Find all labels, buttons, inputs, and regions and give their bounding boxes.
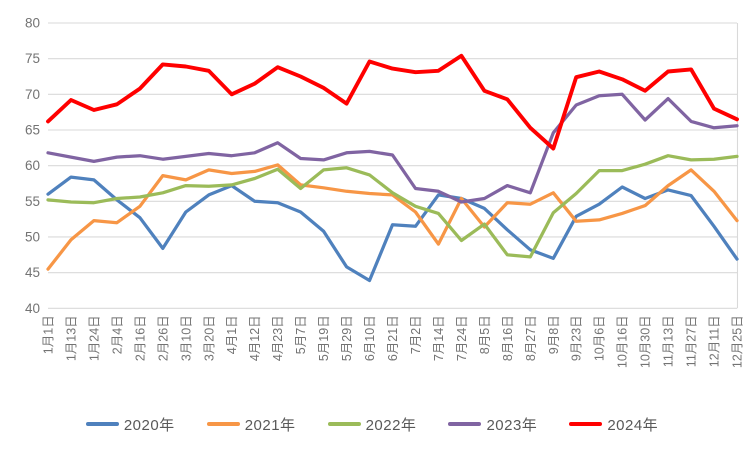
legend-label: 2023年 — [486, 416, 538, 434]
x-tick-label: 10月6日 — [593, 315, 607, 361]
x-tick-label: 8月27日 — [524, 315, 538, 361]
series-line-2020年 — [46, 175, 739, 283]
x-tick-label: 5月29日 — [340, 315, 354, 361]
legend-swatch-icon — [327, 422, 361, 426]
series-line-2022年 — [46, 154, 739, 259]
legend-item-2023年: 2023年 — [448, 414, 537, 435]
x-tick-label: 5月7日 — [294, 315, 308, 354]
x-tick-label: 6月21日 — [386, 315, 400, 361]
x-tick-label: 1月1日 — [42, 315, 56, 354]
series-line-2021年 — [46, 163, 739, 271]
x-tick-label: 2月16日 — [133, 315, 147, 361]
chart-legend: 2020年 2021年 2022年 2023年 2024年 — [0, 408, 744, 440]
y-axis-labels: 40 45 50 55 60 65 70 75 80 — [25, 16, 40, 316]
legend-swatch-icon — [448, 422, 482, 426]
x-tick-label: 1月13日 — [64, 315, 78, 361]
x-tick-label: 11月13日 — [662, 315, 676, 367]
x-tick-label: 4月12日 — [248, 315, 262, 361]
series-line-2023年 — [46, 92, 739, 204]
legend-label: 2024年 — [607, 416, 659, 434]
legend-swatch-icon — [206, 422, 240, 426]
gridlines — [48, 22, 739, 309]
x-tick-label: 3月10日 — [179, 315, 193, 361]
legend-swatch-icon — [85, 422, 119, 426]
legend-label: 2021年 — [244, 416, 296, 434]
y-tick-label: 55 — [25, 194, 40, 209]
x-tick-label: 9月8日 — [547, 315, 561, 354]
x-tick-label: 7月2日 — [409, 315, 423, 354]
x-tick-label: 2月4日 — [110, 315, 124, 354]
legend-item-2022年: 2022年 — [327, 414, 417, 435]
x-tick-label: 9月23日 — [570, 315, 584, 361]
x-axis-labels: 1月1日 1月13日 1月24日 2月4日 2月16日 2月26日 3月10日 3月20日 4月… — [42, 315, 744, 368]
y-tick-label: 65 — [25, 122, 40, 137]
y-tick-label: 45 — [25, 265, 40, 280]
x-tick-label: 6月10日 — [363, 315, 377, 361]
x-tick-label: 8月16日 — [501, 315, 515, 361]
x-tick-label: 10月16日 — [616, 315, 630, 368]
x-tick-label: 1月24日 — [87, 315, 101, 361]
legend-item-2024年: 2024年 — [569, 414, 658, 435]
x-tick-label: 5月19日 — [317, 315, 331, 361]
legend-swatch-icon — [569, 422, 603, 426]
y-tick-label: 75 — [25, 51, 40, 66]
series-line-2024年 — [46, 53, 739, 151]
y-tick-label: 50 — [25, 229, 40, 244]
legend-item-2020年: 2020年 — [85, 414, 175, 435]
line-chart: 40 45 50 55 60 65 70 75 80 1月1日 1月13日 1月24日 2月4日 2月16… — [25, 16, 744, 369]
legend-label: 2020年 — [123, 416, 175, 434]
x-tick-label: 4月23日 — [271, 315, 285, 361]
x-tick-label: 2月26日 — [156, 315, 170, 361]
x-tick-label: 12月25日 — [731, 315, 744, 368]
legend-item-2021年: 2021年 — [206, 414, 296, 435]
y-tick-label: 80 — [25, 16, 40, 31]
y-tick-label: 70 — [25, 87, 40, 102]
x-tick-label: 11月27日 — [685, 315, 699, 367]
x-tick-label: 3月20日 — [202, 315, 216, 361]
x-tick-label: 12月11日 — [708, 315, 722, 367]
y-tick-label: 40 — [25, 301, 40, 316]
y-tick-label: 60 — [25, 158, 40, 173]
x-tick-label: 4月1日 — [225, 315, 239, 354]
x-tick-label: 7月24日 — [455, 315, 469, 361]
x-tick-label: 7月14日 — [432, 315, 446, 361]
x-tick-label: 8月5日 — [478, 315, 492, 354]
x-tick-label: 10月30日 — [639, 315, 653, 368]
legend-label: 2022年 — [365, 416, 417, 434]
